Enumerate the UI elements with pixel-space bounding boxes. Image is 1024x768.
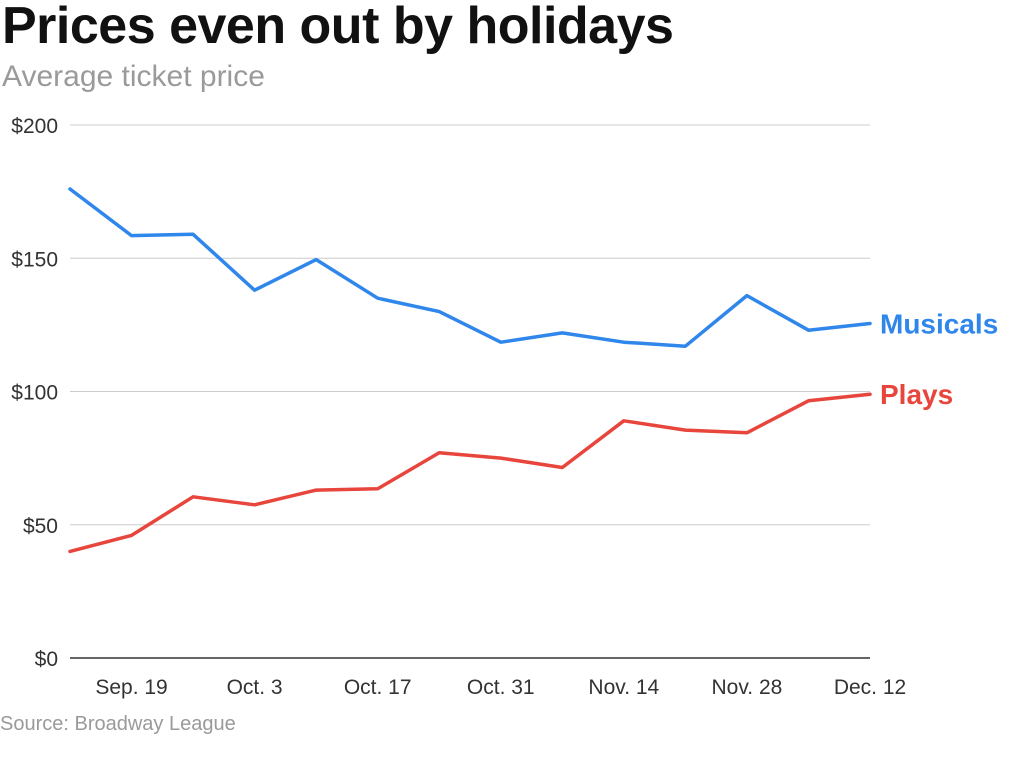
series-line-plays [68,392,872,554]
y-tick-label: $100 [11,382,58,405]
axis-layer: $0 $50 $100 $150 $200 Sep. 19 Oct. 3 Oct. 17 Oct… [11,115,906,699]
x-tick-label: Oct. 31 [467,676,535,699]
y-tick-label: $0 [35,648,58,671]
x-tick-label: Oct. 3 [227,676,283,699]
chart-subtitle: Average ticket price [2,60,265,93]
series-layer [68,187,872,554]
chart-title: Prices even out by holidays [2,0,674,55]
series-label-plays: Plays [880,379,953,410]
grid-layer [70,124,870,526]
label-layer: Musicals Plays [880,309,998,411]
source-note: Source: Broadway League [0,713,236,735]
series-label-musicals: Musicals [880,309,998,340]
series-line-musicals [68,187,872,348]
x-tick-label: Nov. 28 [712,676,783,699]
y-tick-label: $150 [11,248,58,271]
y-tick-label: $50 [23,515,58,538]
y-tick-label: $200 [11,115,58,138]
x-tick-label: Dec. 12 [834,676,906,699]
x-tick-label: Oct. 17 [344,676,412,699]
x-tick-label: Sep. 19 [95,676,167,699]
x-tick-label: Nov. 14 [588,676,659,699]
